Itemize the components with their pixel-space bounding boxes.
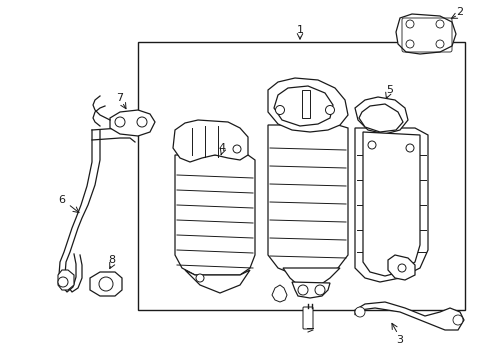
Bar [302,90,310,118]
Text: 5: 5 [387,85,393,95]
Text: 1: 1 [296,25,303,35]
Circle shape [99,277,113,291]
Polygon shape [283,268,340,285]
Circle shape [325,105,335,114]
Circle shape [355,307,365,317]
Polygon shape [272,285,287,302]
Polygon shape [363,132,420,276]
Polygon shape [292,282,330,298]
Text: 8: 8 [108,255,116,265]
Polygon shape [90,272,122,296]
FancyBboxPatch shape [303,307,313,329]
Circle shape [196,274,204,282]
Circle shape [406,20,414,28]
Circle shape [233,145,241,153]
Circle shape [315,285,325,295]
Circle shape [398,264,406,272]
Text: 6: 6 [58,195,66,205]
Text: 2: 2 [457,7,464,17]
Text: 3: 3 [396,335,403,345]
Circle shape [406,40,414,48]
Polygon shape [185,270,250,293]
Polygon shape [355,97,408,134]
Circle shape [58,277,68,287]
Polygon shape [396,14,456,54]
Bar [138,42,465,310]
Circle shape [298,285,308,295]
Circle shape [453,315,463,325]
Polygon shape [359,104,403,132]
Circle shape [406,144,414,152]
Polygon shape [175,155,255,275]
Circle shape [115,117,125,127]
Circle shape [368,141,376,149]
Polygon shape [58,270,74,290]
Text: 4: 4 [219,143,225,153]
Polygon shape [173,120,248,162]
Polygon shape [268,125,348,275]
Circle shape [137,117,147,127]
Polygon shape [355,302,464,330]
Polygon shape [388,255,415,280]
Polygon shape [274,86,333,126]
Polygon shape [110,110,155,136]
Circle shape [363,113,373,123]
Polygon shape [355,128,428,282]
Polygon shape [268,78,348,132]
Text: 7: 7 [117,93,123,103]
Circle shape [436,20,444,28]
Circle shape [436,40,444,48]
Circle shape [275,105,285,114]
